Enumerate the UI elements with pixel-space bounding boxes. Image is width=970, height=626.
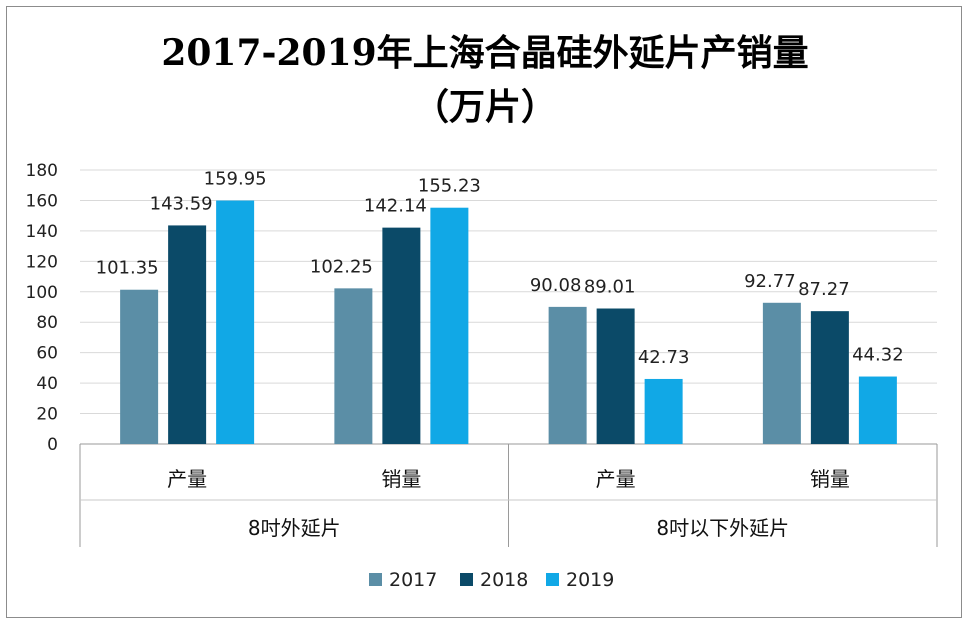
data-label-2017-0: 101.35	[96, 258, 159, 279]
data-label-2017-3: 92.77	[744, 271, 796, 292]
chart-title: 2017-2019年上海合晶硅外延片产销量 （万片）	[0, 26, 970, 134]
legend-swatch-2019	[546, 573, 559, 586]
y-tick-label-20: 20	[36, 405, 58, 425]
chart-title-line-2: （万片）	[412, 86, 557, 128]
bar-2018-1	[382, 227, 421, 444]
data-label-2018-2: 89.01	[584, 277, 636, 298]
data-labels: 101.35 102.25 90.08 92.77 143.59 142.14 89.01 8…	[96, 169, 904, 368]
legend-swatch-2017	[369, 573, 382, 586]
legend-label-2017: 2017	[389, 569, 437, 591]
legend-swatch-2018	[460, 573, 473, 586]
data-label-2017-1: 102.25	[310, 256, 373, 277]
legend-label-2018: 2018	[480, 569, 528, 591]
bar-2017-1	[334, 288, 373, 444]
y-tick-label-180: 180	[26, 161, 58, 181]
bar-2019-2	[644, 378, 683, 444]
bars	[120, 200, 897, 444]
data-label-2019-0: 159.95	[204, 169, 267, 190]
y-tick-label-140: 140	[26, 222, 58, 242]
bar-2017-2	[548, 306, 587, 444]
y-tick-label-0: 0	[47, 435, 58, 455]
y-tick-label-120: 120	[26, 252, 58, 272]
x-group-label-0: 8吋外延片	[248, 516, 341, 540]
bar-2019-3	[858, 376, 897, 444]
bar-2017-3	[762, 302, 801, 444]
x-category-label-3: 销量	[810, 467, 850, 491]
data-label-2018-0: 143.59	[150, 193, 213, 214]
y-tick-label-60: 60	[36, 344, 58, 364]
x-category-label-0: 产量	[167, 467, 207, 491]
y-axis: 0 20 40 60 80 100 120 140 160 180	[26, 161, 58, 455]
bar-2019-0	[216, 200, 255, 444]
x-axis: 产量 销量 产量 销量 8吋外延片 8吋以下外延片	[79, 444, 938, 547]
chart-frame	[6, 6, 962, 618]
bar-2018-2	[596, 308, 635, 444]
y-tick-label-40: 40	[36, 374, 58, 394]
x-category-label-2: 产量	[596, 467, 636, 491]
bar-2018-3	[810, 311, 849, 444]
chart-title-line-1: 2017-2019年上海合晶硅外延片产销量	[161, 32, 809, 74]
data-label-2019-1: 155.23	[418, 176, 481, 197]
x-category-label-1: 销量	[381, 467, 421, 491]
data-label-2019-3: 44.32	[852, 345, 904, 366]
data-label-2018-3: 87.27	[798, 279, 850, 300]
y-tick-label-160: 160	[26, 191, 58, 211]
data-label-2018-1: 142.14	[364, 196, 427, 217]
legend: 2017 2018 2019	[369, 569, 614, 591]
y-tick-label-80: 80	[36, 313, 58, 333]
legend-label-2019: 2019	[566, 569, 614, 591]
data-label-2017-2: 90.08	[530, 275, 582, 296]
bar-2017-0	[120, 289, 159, 444]
x-group-label-1: 8吋以下外延片	[656, 516, 789, 540]
bar-2019-1	[430, 207, 469, 444]
bar-2018-0	[168, 225, 207, 444]
y-tick-label-100: 100	[26, 283, 58, 303]
data-label-2019-2: 42.73	[638, 347, 690, 368]
